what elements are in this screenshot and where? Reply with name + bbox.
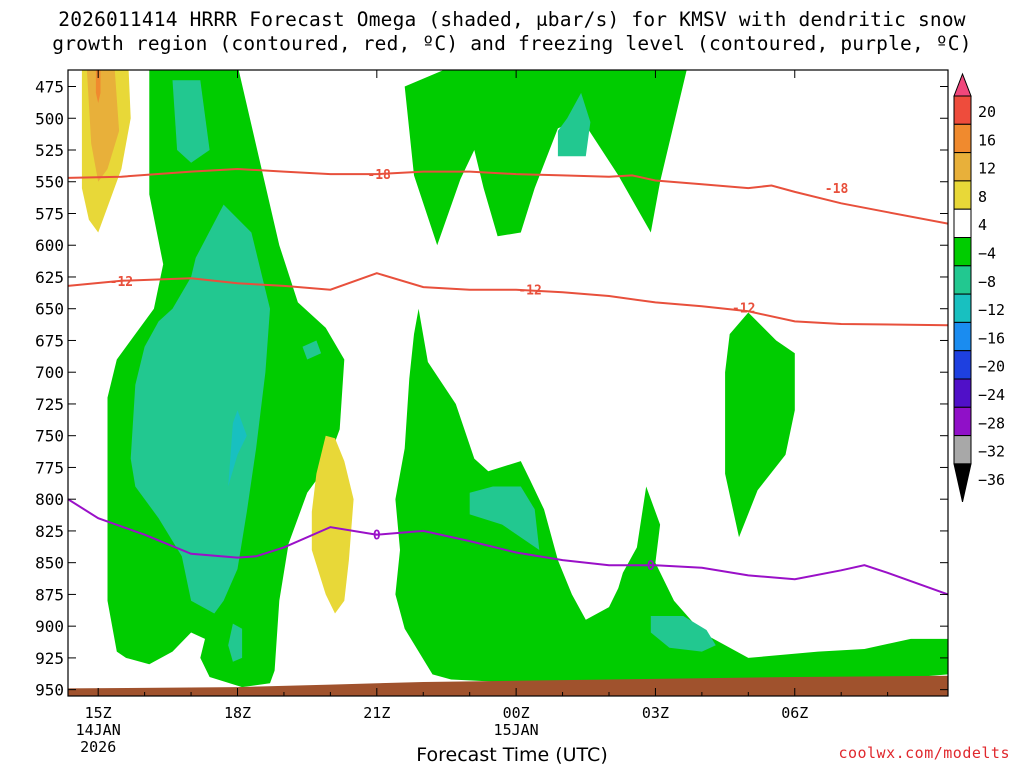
colorbar-label: −8 (978, 273, 996, 291)
colorbar-label: −20 (978, 358, 1005, 376)
contour-label-dgz-minus12-2: -12 (732, 301, 755, 316)
colorbar-bin-10 (953, 350, 972, 380)
colorbar-bin-1 (953, 95, 972, 125)
credit-link[interactable]: coolwx.com/modelts (838, 744, 1010, 762)
chart-title-line1: 2026011414 HRRR Forecast Omega (shaded, … (58, 8, 966, 31)
terrain-fill (68, 675, 948, 696)
colorbar-bin-5 (953, 208, 972, 238)
shade-green-mid (404, 70, 687, 246)
y-tick-label-775: 775 (35, 458, 64, 477)
y-tick-label-825: 825 (35, 522, 64, 541)
x-tick-sublabel: 15JAN (494, 721, 539, 739)
y-tick-label-650: 650 (35, 300, 64, 319)
shade-teal-d (557, 92, 591, 157)
colorbar-bin-6 (953, 237, 972, 267)
colorbar: 20 16 12 8 4 −4 −8 −12 −16 −20 −24 −28 −32 −36 (953, 72, 1005, 503)
colorbar-label: −12 (978, 301, 1005, 319)
y-tick-label-575: 575 (35, 204, 64, 223)
shade-teal-b (130, 204, 270, 614)
contour-dgz-minus12 (68, 272, 948, 327)
colorbar-label: −28 (978, 414, 1005, 432)
shade-yellow-b (311, 435, 354, 614)
shade-green-low (395, 308, 948, 684)
shade-teal-a (172, 80, 210, 163)
x-axis-label: Forecast Time (UTC) (416, 744, 608, 766)
colorbar-label: −32 (978, 443, 1005, 461)
y-tick-label-525: 525 (35, 141, 64, 160)
y-tick-label-850: 850 (35, 554, 64, 573)
y-tick-label-925: 925 (35, 649, 64, 668)
x-tick-label-03Z: 03Z (642, 704, 669, 722)
colorbar-bin-3 (953, 152, 972, 182)
colorbar-bin-2 (953, 123, 972, 154)
y-tick-label-500: 500 (35, 109, 64, 128)
x-tick-sublabel: 14JAN (76, 721, 121, 739)
y-tick-label-950: 950 (35, 681, 64, 700)
colorbar-label: 12 (978, 160, 996, 178)
colorbar-bin-11 (953, 378, 972, 408)
plot-frame (67, 69, 949, 697)
y-tick-label-550: 550 (35, 173, 64, 192)
shade-teal-f (650, 616, 716, 652)
shade-teal-g (228, 623, 243, 662)
colorbar-label: −36 (978, 471, 1005, 489)
y-tick-label-600: 600 (35, 236, 64, 255)
shade-orange-b (95, 70, 101, 103)
shade-teal-c (302, 340, 322, 360)
y-tick-label-900: 900 (35, 617, 64, 636)
y-tick-label-700: 700 (35, 363, 64, 382)
colorbar-bottom-arrow (953, 463, 972, 503)
colorbar-bin-13 (953, 435, 972, 465)
shade-orange-a (86, 70, 120, 182)
x-tick-label-06Z: 06Z (781, 704, 808, 722)
colorbar-label: −4 (978, 245, 996, 263)
chart-title-line2: growth region (contoured, red, ºC) and f… (52, 32, 972, 55)
shade-green-right (725, 312, 795, 538)
shade-teal-e (469, 486, 540, 550)
colorbar-bin-8 (953, 293, 972, 323)
contour-label-dgz-minus18-0: -18 (367, 168, 391, 183)
colorbar-bin-7 (953, 265, 972, 295)
contour-label-dgz-minus12-1: -12 (518, 284, 541, 299)
colorbar-label: 8 (978, 188, 987, 206)
y-tick-label-800: 800 (35, 490, 64, 509)
contour-label-dgz-minus12-0: -12 (110, 275, 133, 290)
colorbar-label: 16 (978, 131, 996, 149)
contour-dgz-minus18 (68, 167, 948, 225)
x-tick-label-00Z: 00Z (503, 704, 530, 722)
contour-label-freezing-level-1: 0 (647, 559, 655, 574)
colorbar-label: 4 (978, 216, 987, 234)
x-tick-sublabel-year: 2026 (80, 738, 116, 756)
colorbar-bin-12 (953, 406, 972, 437)
y-tick-label-875: 875 (35, 585, 64, 604)
x-tick-label-18Z: 18Z (224, 704, 251, 722)
contour-freezing-level (68, 498, 948, 596)
y-tick-label-725: 725 (35, 395, 64, 414)
colorbar-bin-9 (953, 321, 972, 352)
plot-area: -18 -18 -12 -12 -12 0 0 (68, 70, 948, 696)
colorbar-label: −24 (978, 386, 1005, 404)
y-tick-label-675: 675 (35, 331, 64, 350)
colorbar-top-arrow (953, 72, 972, 97)
y-tick-label-475: 475 (35, 78, 64, 97)
shade-cyan-a (228, 410, 247, 487)
colorbar-bin-4 (953, 180, 972, 210)
contour-label-dgz-minus18-1: -18 (825, 182, 849, 197)
colorbar-label: 20 (978, 103, 996, 121)
y-tick-label-750: 750 (35, 427, 64, 446)
x-tick-label-15Z: 15Z (85, 704, 112, 722)
x-tick-label-21Z: 21Z (363, 704, 390, 722)
contour-label-freezing-level-0: 0 (373, 529, 381, 544)
y-tick-label-625: 625 (35, 268, 64, 287)
colorbar-label: −16 (978, 329, 1005, 347)
